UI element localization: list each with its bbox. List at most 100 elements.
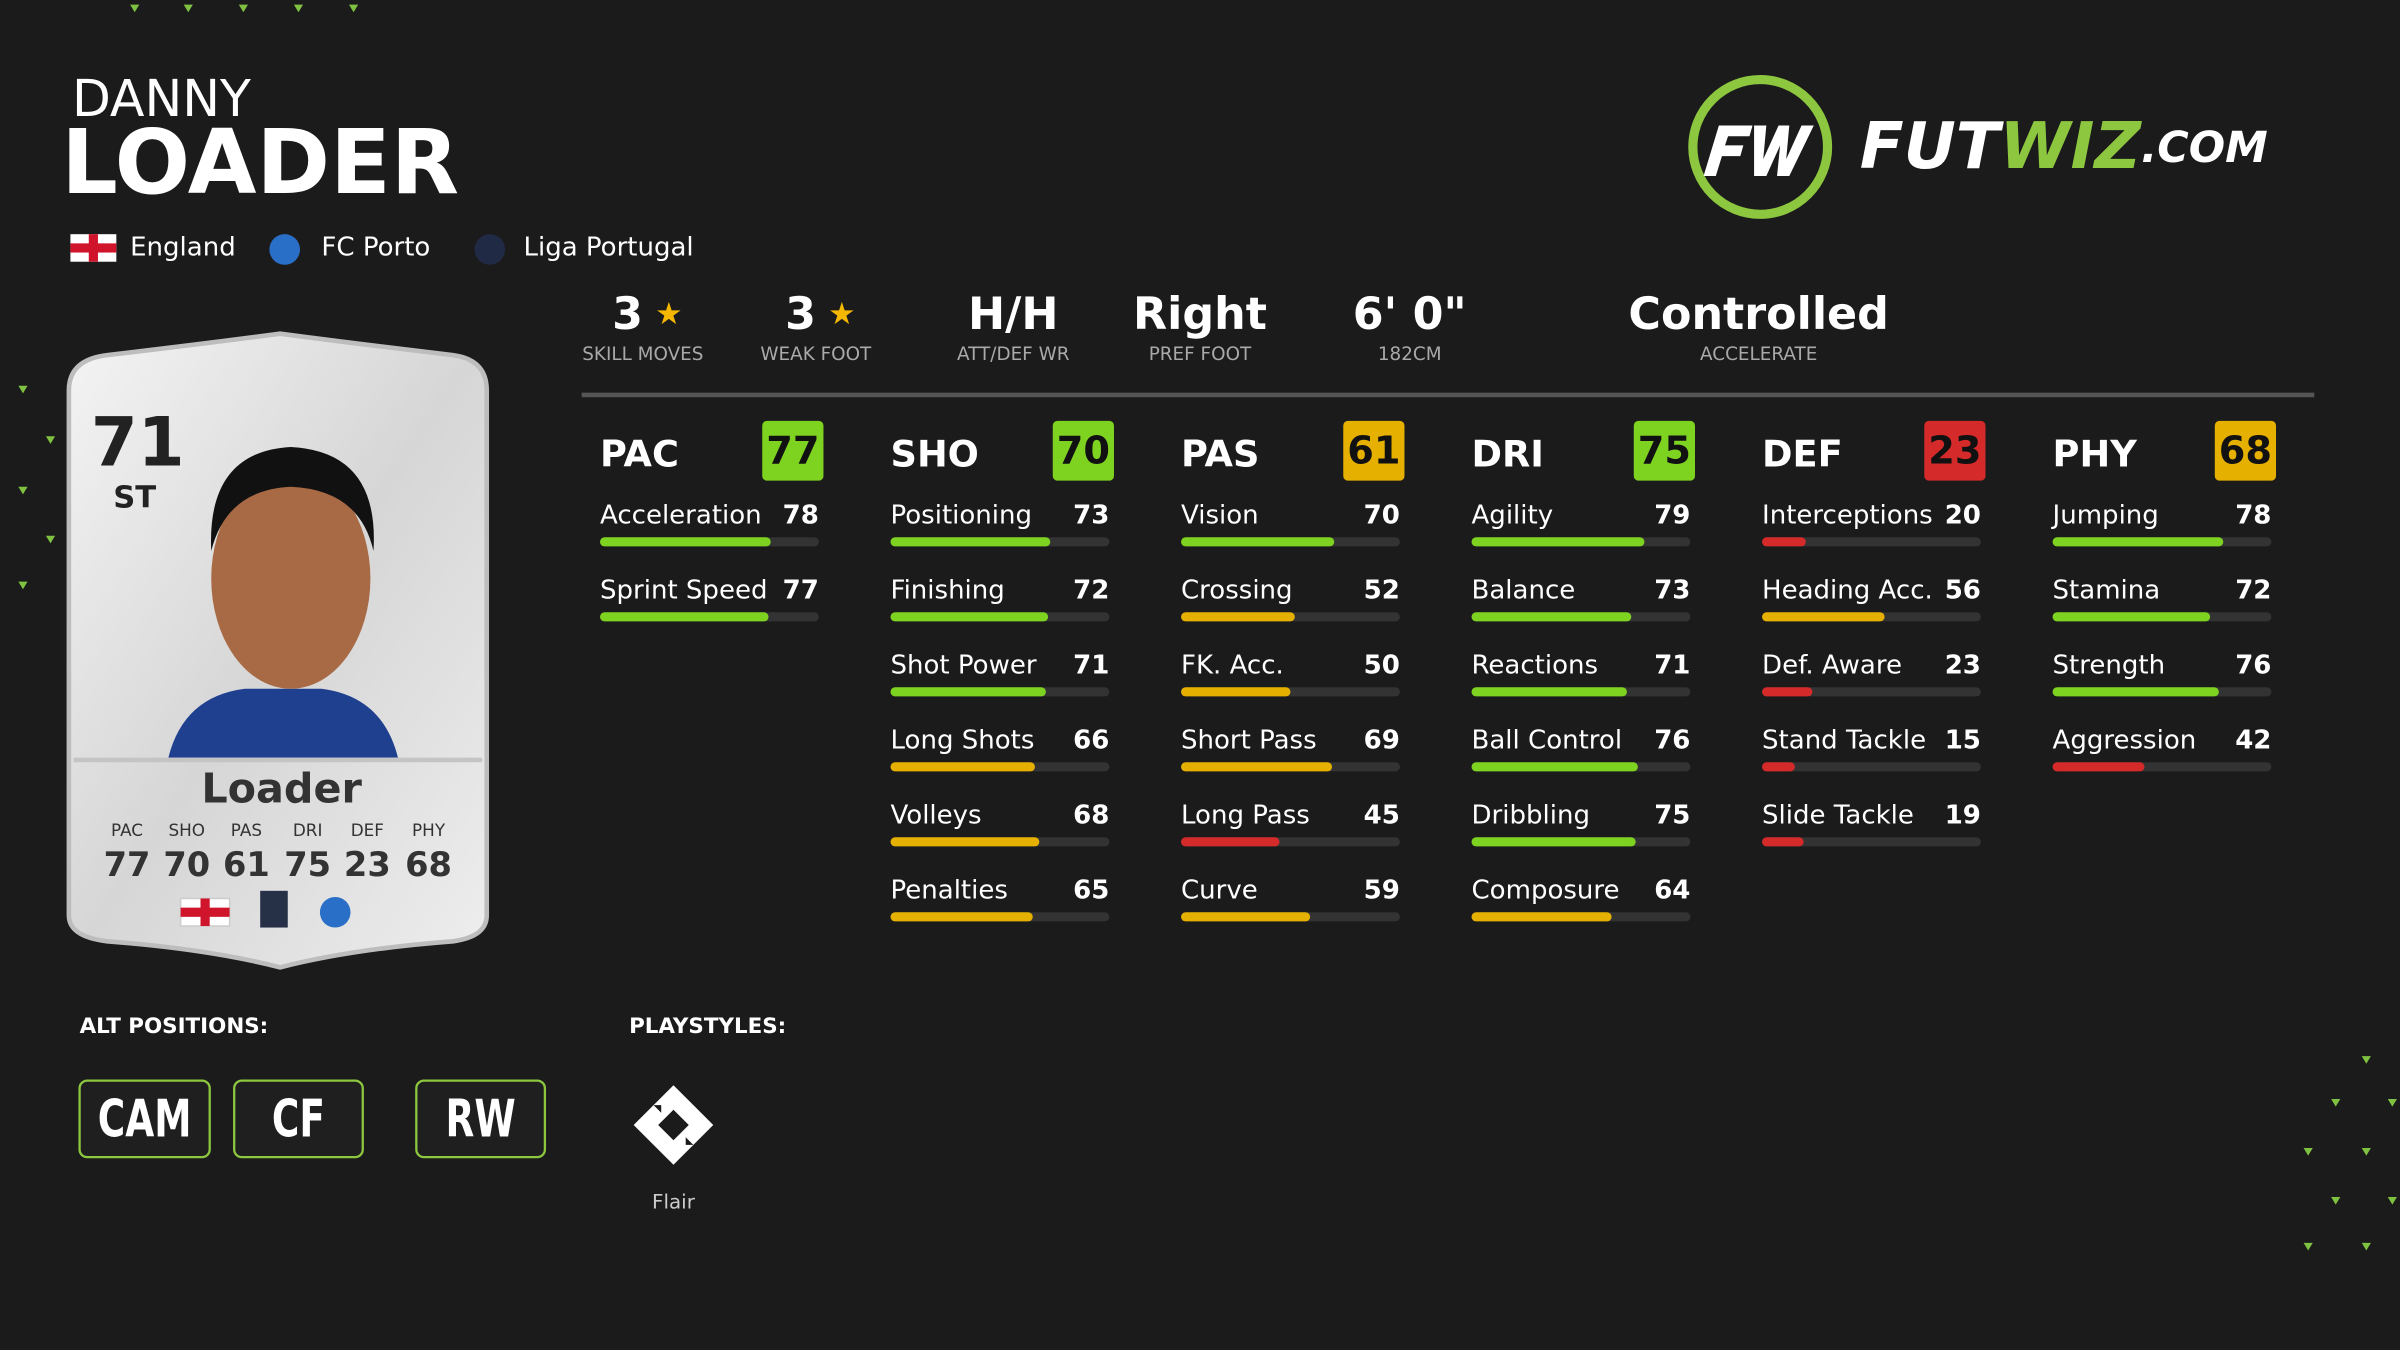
card-stat-label: DEF [351,820,384,840]
logo-part: .COM [2141,123,2268,173]
attribute-name: Short Pass [1181,725,1317,755]
group-rating-box [762,420,824,481]
group-name: DRI [1472,433,1544,476]
attribute-bar [600,612,769,622]
attribute-name: Jumping [2051,500,2159,530]
attribute-bar [1762,762,1795,772]
attribute-value: 65 [1073,875,1109,905]
playstyle-label: Flair [652,1191,696,1214]
last-name: LOADER [61,111,459,214]
attribute-name: Ball Control [1472,725,1623,755]
card-name: Loader [201,764,362,812]
group-name: SHO [891,433,979,476]
attribute-value: 69 [1364,725,1400,755]
card-position: ST [113,480,156,515]
attribute-value: 71 [1073,650,1109,680]
attribute-bar [1181,762,1333,772]
group-rating-box [1343,420,1405,481]
attribute-value: 59 [1364,875,1400,905]
info-label: WEAK FOOT [760,344,872,365]
attribute-value: 68 [1073,800,1109,830]
card-flag-cross [180,907,230,917]
attribute-name: Composure [1472,875,1620,905]
card-stat-label: DRI [293,820,323,840]
card-stat-label: PHY [412,820,446,840]
attribute-value: 23 [1945,650,1981,680]
logo-circle [1688,75,1833,219]
attribute-name: Balance [1472,575,1576,605]
attribute-bar [2052,687,2219,697]
star: ★ [655,297,682,332]
group-name: PHY [2053,433,2138,476]
attribute-name: Heading Acc. [1762,575,1933,605]
attribute-bar [1471,537,1645,547]
attribute-value: 72 [1073,575,1109,605]
group-rating: 61 [1347,429,1400,474]
attribute-name: Agility [1472,500,1554,530]
attribute-bar-bg [1762,537,1981,547]
group-rating-box [1052,420,1114,481]
attribute-bar-bg [1762,687,1981,697]
attribute-value: 71 [1654,650,1690,680]
attribute-bar [1181,537,1335,547]
attribute-name: Long Shots [891,725,1035,755]
attribute-bar [1762,537,1806,547]
flag-cross [70,243,117,253]
attribute-bar [1471,612,1632,622]
attribute-name: Volleys [891,800,982,830]
attribute-value: 64 [1654,875,1690,905]
attribute-name: Sprint Speed [600,575,767,605]
attribute-value: 73 [1654,575,1690,605]
info-label: PREF FOOT [1149,344,1252,365]
position-label: CAM [98,1089,192,1150]
attribute-value: 79 [1654,500,1690,530]
attribute-name: Vision [1181,500,1259,530]
attribute-value: 42 [2235,725,2271,755]
attribute-bar-bg [1762,837,1981,847]
logo-text: FUTWIZ.COM [1860,109,2268,184]
info-label: ATT/DEF WR [957,344,1070,365]
attribute-value: 52 [1364,575,1400,605]
card-rating: 71 [91,402,185,481]
attribute-value: 50 [1364,650,1400,680]
card-stat-value: 23 [344,845,391,884]
attribute-bar [1181,837,1280,847]
attribute-bar [890,912,1033,922]
card-stat-value: 61 [223,845,270,884]
attribute-bar [1471,837,1636,847]
attribute-bar [890,537,1051,547]
attribute-bar [890,762,1035,772]
card-stat-value: 77 [104,845,151,884]
playstyles-title: PLAYSTYLES: [629,1014,786,1039]
attribute-bar [600,537,771,547]
attribute-name: Def. Aware [1762,650,1902,680]
info-value: 3 [612,289,643,340]
attribute-name: Interceptions [1762,500,1933,530]
attribute-value: 73 [1073,500,1109,530]
group-rating-box [2214,420,2277,481]
first-name: DANNY [72,69,251,128]
group-rating: 68 [2219,429,2272,474]
attribute-value: 77 [783,575,819,605]
group-rating-box [1924,420,1986,481]
logo-part: FUT [1860,109,2005,184]
card-league-badge [260,890,288,928]
club-badge [269,234,300,265]
attribute-bar [890,687,1046,697]
star: ★ [828,297,855,332]
attribute-name: Acceleration [600,500,762,530]
group-name: DEF [1762,433,1843,476]
attribute-name: Shot Power [891,650,1037,680]
attribute-value: 72 [2235,575,2271,605]
card-stat-label: PAS [231,820,262,840]
attribute-bar [1471,762,1638,772]
card-club-badge [319,896,351,928]
attribute-bar-bg [1762,762,1981,772]
attribute-name: Positioning [891,500,1033,530]
attribute-value: 19 [1945,800,1981,830]
attribute-bar [2052,537,2224,547]
attribute-name: Dribbling [1472,800,1590,830]
attribute-name: Finishing [891,575,1005,605]
attribute-name: Penalties [891,875,1008,905]
